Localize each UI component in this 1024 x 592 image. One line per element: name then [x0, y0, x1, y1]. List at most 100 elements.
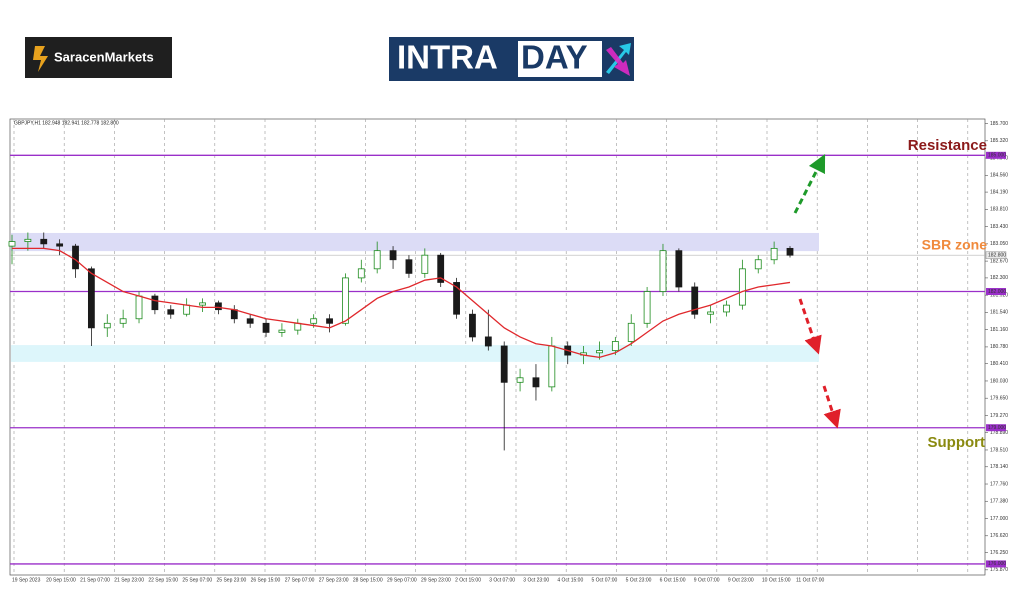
x-tick-label: 19 Sep 2023 [12, 577, 41, 583]
candle-body [72, 245, 79, 270]
level-label: 182.000 [988, 289, 1006, 295]
y-tick-label: 185.700 [990, 121, 1008, 127]
candle-body [167, 309, 175, 315]
forecast-arrows [793, 153, 841, 429]
x-tick-label: 3 Oct 07:00 [489, 577, 515, 583]
x-tick-label: 5 Oct 07:00 [591, 577, 617, 583]
candle-body [453, 282, 460, 315]
y-tick-label: 182.670 [990, 258, 1008, 264]
y-tick-label: 184.560 [990, 173, 1008, 179]
candle-body [183, 304, 191, 315]
y-tick-label: 184.190 [990, 189, 1008, 195]
candle-body [627, 322, 635, 342]
candle-body [119, 318, 127, 324]
y-tick-label: 178.510 [990, 447, 1008, 453]
x-tick-label: 5 Oct 23:00 [626, 577, 652, 583]
candle-body [548, 345, 556, 388]
moving-average [12, 247, 791, 359]
candle-body [246, 318, 254, 324]
level-label: 176.000 [988, 561, 1006, 567]
candle-body [230, 309, 238, 320]
chart-layer: 185.700185.320184.940184.560184.190183.8… [8, 121, 1008, 583]
x-tick-label: 9 Oct 07:00 [694, 577, 720, 583]
y-tick-label: 185.320 [990, 138, 1008, 144]
y-tick-label: 175.870 [990, 567, 1008, 573]
y-tick-label: 177.000 [990, 516, 1008, 522]
candle-body [389, 250, 397, 261]
zone [11, 345, 819, 362]
candle-body [596, 350, 603, 354]
y-tick-label: 178.140 [990, 464, 1008, 470]
brand-logo: SaracenMarkets [25, 37, 172, 78]
y-tick-label: 180.780 [990, 344, 1008, 350]
x-tick-label: 29 Sep 07:00 [387, 577, 417, 583]
current-price-box [985, 251, 1007, 259]
x-tick-label: 27 Sep 07:00 [285, 577, 315, 583]
candle-body [738, 268, 746, 306]
candle-body [56, 243, 64, 247]
candle-body [437, 254, 445, 283]
y-tick-label: 177.760 [990, 481, 1008, 487]
candle-body [103, 322, 111, 329]
candle-body [611, 341, 619, 351]
x-tick-label: 21 Sep 07:00 [80, 577, 110, 583]
candle-body [516, 377, 524, 383]
x-tick-label: 20 Sep 15:00 [46, 577, 76, 583]
candle-body [723, 304, 730, 313]
candle-body [215, 302, 222, 311]
candle-body [135, 295, 143, 320]
candle-body [262, 322, 270, 333]
candle-body [421, 254, 429, 274]
x-tick-label: 26 Sep 15:00 [251, 577, 281, 583]
candle-body [373, 250, 381, 270]
x-tick-label: 3 Oct 23:00 [523, 577, 549, 583]
annotation: Support [928, 434, 986, 451]
x-tick-label: 25 Sep 23:00 [217, 577, 247, 583]
y-tick-label: 177.380 [990, 499, 1008, 505]
candle-body [199, 302, 206, 306]
candle-body [40, 238, 48, 245]
y-tick-label: 178.890 [990, 430, 1008, 436]
y-tick-label: 179.270 [990, 413, 1008, 419]
y-tick-label: 180.030 [990, 378, 1008, 384]
y-tick-label: 183.050 [990, 241, 1008, 247]
candle-body [532, 377, 540, 388]
x-tick-label: 21 Sep 23:00 [114, 577, 144, 583]
candle-body [643, 291, 651, 324]
y-tick-label: 183.810 [990, 207, 1008, 213]
y-tick-label: 176.620 [990, 533, 1008, 539]
x-tick-label: 25 Sep 07:00 [182, 577, 212, 583]
level-label: 185.000 [988, 153, 1006, 159]
symbol-info: GBPJPY,H1 182.948 182.941 182.778 182.80… [14, 120, 119, 126]
level-box [986, 560, 1006, 568]
candle-body [326, 318, 333, 324]
x-tick-label: 22 Sep 15:00 [148, 577, 178, 583]
candle-body [675, 250, 683, 288]
current-price-label: 182.800 [988, 253, 1006, 259]
candle-body [357, 268, 365, 279]
x-tick-label: 29 Sep 23:00 [421, 577, 451, 583]
level-box [986, 288, 1006, 296]
candle-body [342, 277, 349, 324]
x-tick-label: 10 Oct 15:00 [762, 577, 791, 583]
candle-body [8, 241, 16, 247]
x-tick-label: 28 Sep 15:00 [353, 577, 383, 583]
annotation: SBR zone [922, 237, 988, 253]
x-tick-label: 27 Sep 23:00 [319, 577, 349, 583]
x-tick-label: 6 Oct 15:00 [660, 577, 686, 583]
y-tick-label: 176.250 [990, 550, 1008, 556]
candle-body [500, 345, 508, 383]
candle-body [659, 250, 667, 292]
brand-name: SaracenMarkets [54, 49, 154, 64]
level-box [986, 151, 1006, 159]
candle-body [770, 247, 778, 261]
candle-body [24, 238, 32, 242]
y-tick-label: 182.300 [990, 275, 1008, 281]
y-tick-label: 180.410 [990, 361, 1008, 367]
x-tick-label: 9 Oct 23:00 [728, 577, 754, 583]
candle-body [278, 329, 286, 333]
candle-body [405, 259, 413, 274]
x-tick-label: 4 Oct 15:00 [557, 577, 583, 583]
banner-part2: DAY [521, 39, 588, 76]
